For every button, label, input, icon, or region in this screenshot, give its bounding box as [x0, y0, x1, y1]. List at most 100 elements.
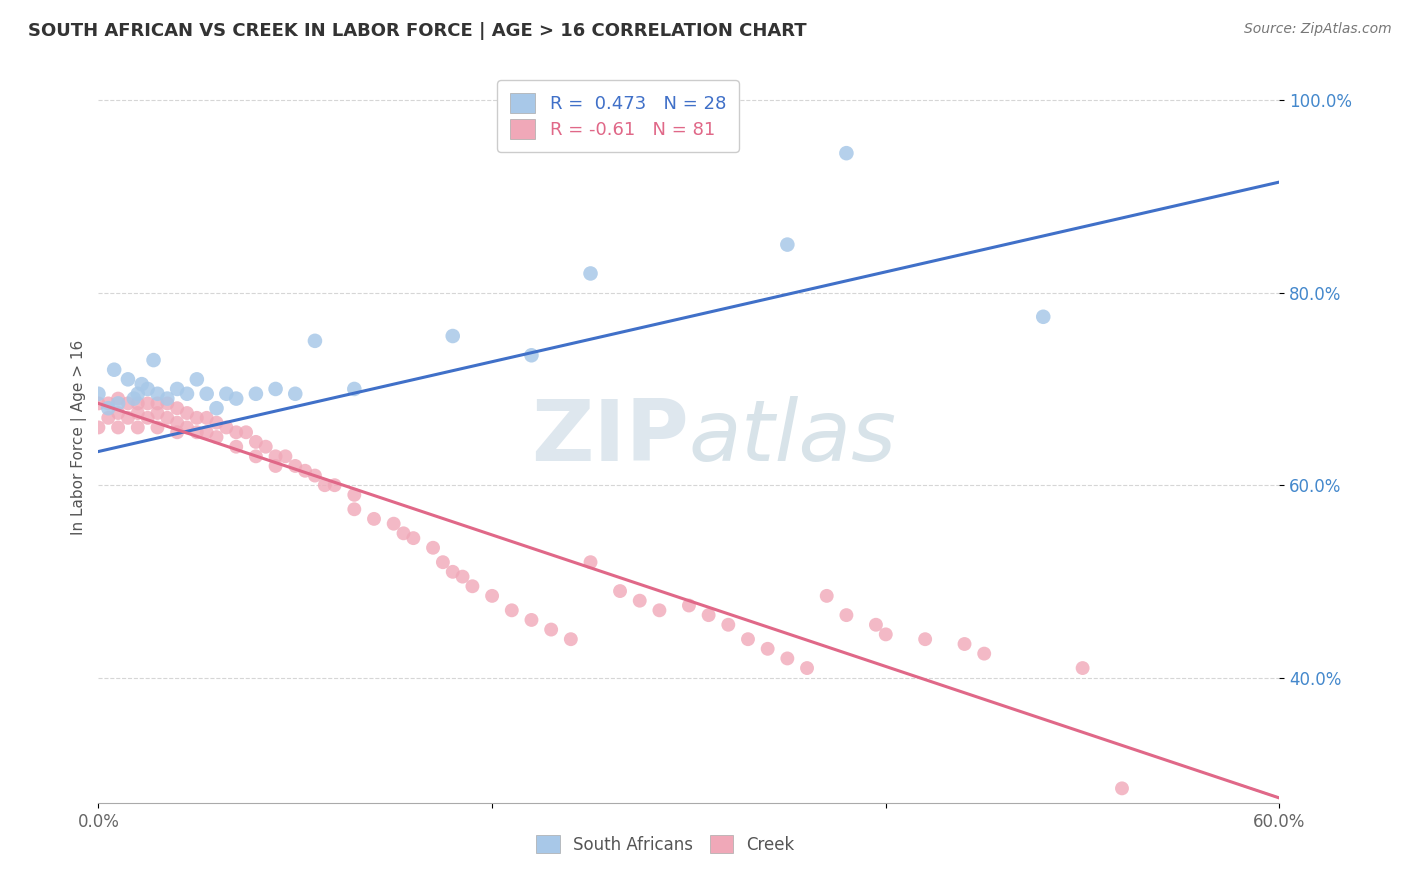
- Point: [176, 406, 198, 420]
- Point: [343, 502, 366, 516]
- Point: [314, 478, 336, 492]
- Point: [245, 450, 267, 464]
- Point: [875, 627, 897, 641]
- Point: [756, 641, 779, 656]
- Point: [422, 541, 444, 555]
- Point: [103, 362, 125, 376]
- Point: [737, 632, 759, 647]
- Point: [87, 386, 110, 401]
- Point: [117, 396, 139, 410]
- Point: [205, 430, 228, 444]
- Point: [678, 599, 700, 613]
- Point: [136, 382, 159, 396]
- Point: [97, 410, 120, 425]
- Text: Source: ZipAtlas.com: Source: ZipAtlas.com: [1244, 22, 1392, 37]
- Point: [520, 348, 543, 362]
- Point: [205, 416, 228, 430]
- Point: [323, 478, 346, 492]
- Point: [117, 372, 139, 386]
- Point: [225, 392, 247, 406]
- Point: [1111, 781, 1133, 796]
- Point: [146, 396, 169, 410]
- Point: [156, 392, 179, 406]
- Point: [835, 608, 858, 623]
- Legend: South Africans, Creek: South Africans, Creek: [530, 829, 801, 860]
- Point: [186, 425, 208, 440]
- Point: [186, 372, 208, 386]
- Text: ZIP: ZIP: [531, 395, 689, 479]
- Point: [127, 406, 149, 420]
- Point: [294, 464, 316, 478]
- Y-axis label: In Labor Force | Age > 16: In Labor Force | Age > 16: [72, 340, 87, 534]
- Point: [363, 512, 385, 526]
- Point: [225, 440, 247, 454]
- Point: [225, 425, 247, 440]
- Point: [166, 382, 188, 396]
- Point: [796, 661, 818, 675]
- Point: [717, 617, 740, 632]
- Point: [166, 425, 188, 440]
- Point: [215, 420, 238, 434]
- Point: [776, 237, 799, 252]
- Point: [127, 386, 149, 401]
- Point: [146, 420, 169, 434]
- Point: [560, 632, 582, 647]
- Point: [186, 410, 208, 425]
- Point: [166, 401, 188, 416]
- Point: [176, 420, 198, 434]
- Point: [609, 584, 631, 599]
- Point: [254, 440, 277, 454]
- Point: [648, 603, 671, 617]
- Point: [195, 425, 218, 440]
- Point: [117, 410, 139, 425]
- Point: [441, 565, 464, 579]
- Point: [865, 617, 887, 632]
- Point: [540, 623, 562, 637]
- Point: [264, 382, 287, 396]
- Text: SOUTH AFRICAN VS CREEK IN LABOR FORCE | AGE > 16 CORRELATION CHART: SOUTH AFRICAN VS CREEK IN LABOR FORCE | …: [28, 22, 807, 40]
- Point: [284, 458, 307, 473]
- Point: [776, 651, 799, 665]
- Point: [245, 434, 267, 449]
- Point: [107, 396, 129, 410]
- Point: [97, 396, 120, 410]
- Point: [441, 329, 464, 343]
- Point: [235, 425, 257, 440]
- Point: [628, 593, 651, 607]
- Point: [215, 386, 238, 401]
- Point: [127, 420, 149, 434]
- Point: [304, 468, 326, 483]
- Point: [146, 386, 169, 401]
- Point: [107, 406, 129, 420]
- Point: [1032, 310, 1054, 324]
- Point: [264, 458, 287, 473]
- Point: [127, 396, 149, 410]
- Point: [97, 401, 120, 416]
- Point: [264, 450, 287, 464]
- Point: [914, 632, 936, 647]
- Point: [382, 516, 405, 531]
- Point: [131, 377, 153, 392]
- Point: [579, 555, 602, 569]
- Point: [87, 396, 110, 410]
- Point: [973, 647, 995, 661]
- Point: [156, 410, 179, 425]
- Point: [87, 420, 110, 434]
- Point: [146, 406, 169, 420]
- Point: [122, 392, 145, 406]
- Point: [304, 334, 326, 348]
- Point: [815, 589, 838, 603]
- Point: [402, 531, 425, 545]
- Point: [136, 410, 159, 425]
- Point: [451, 569, 474, 583]
- Point: [142, 353, 165, 368]
- Point: [245, 386, 267, 401]
- Text: atlas: atlas: [689, 395, 897, 479]
- Point: [343, 488, 366, 502]
- Point: [1071, 661, 1094, 675]
- Point: [176, 386, 198, 401]
- Point: [195, 386, 218, 401]
- Point: [205, 401, 228, 416]
- Point: [107, 420, 129, 434]
- Point: [343, 382, 366, 396]
